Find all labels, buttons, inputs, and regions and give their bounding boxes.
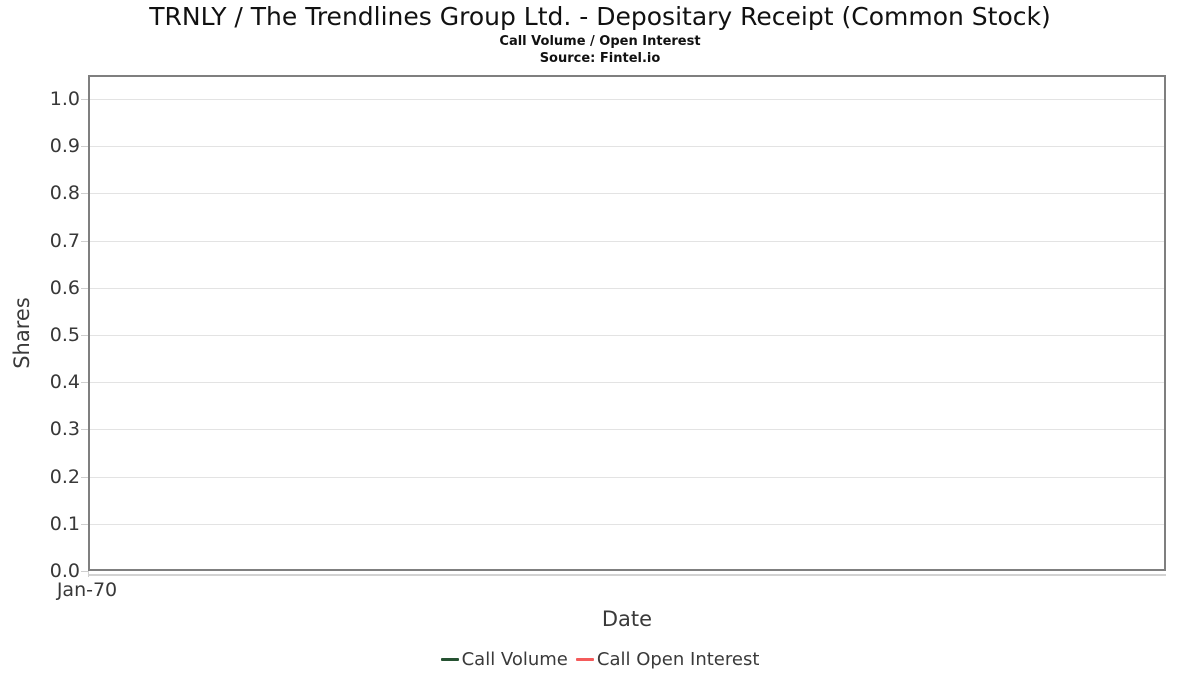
y-axis-tick-label: 0.4 [49,371,80,393]
y-axis-tick-label: 1.0 [49,88,80,110]
y-axis-tick-mark [81,429,88,430]
chart-subtitle: Call Volume / Open Interest [499,34,701,49]
y-axis-tick-label: 0.3 [49,418,80,440]
chart-source: Source: Fintel.io [539,51,661,66]
y-gridline [90,99,1164,100]
legend-marker-call-open-interest [575,657,594,661]
y-axis-tick-mark [81,524,88,525]
y-axis-tick-mark [81,335,88,336]
y-axis-tick-label: 0.1 [49,513,80,535]
x-axis-line [88,574,1166,576]
legend-item-call-volume[interactable]: Call Volume [440,648,568,670]
y-axis-tick-label: 0.2 [49,466,80,488]
y-gridline [90,524,1164,525]
x-axis-tick-mark [88,571,89,577]
y-gridline [90,429,1164,430]
y-gridline [90,335,1164,336]
x-axis-tick-label: Jan-70 [56,579,118,601]
legend-marker-call-volume [440,657,459,661]
y-gridline [90,241,1164,242]
y-axis-tick-mark [81,571,88,572]
y-axis-tick-mark [81,241,88,242]
y-axis-tick-mark [81,193,88,194]
y-axis-tick-label: 0.9 [49,135,80,157]
y-gridline [90,193,1164,194]
y-axis-tick-label: 0.0 [49,560,80,582]
y-axis-tick-label: 0.7 [49,230,80,252]
y-axis-tick-label: 0.8 [49,182,80,204]
legend-item-call-open-interest[interactable]: Call Open Interest [575,648,760,670]
y-axis-tick-label: 0.5 [49,324,80,346]
y-axis-tick-mark [81,146,88,147]
chart-title: TRNLY / The Trendlines Group Ltd. - Depo… [149,2,1051,31]
y-axis-tick-mark [81,382,88,383]
y-gridline [90,477,1164,478]
legend-label: Call Volume [461,648,568,670]
legend: Call Volume Call Open Interest [0,646,1200,672]
plot-area [88,75,1166,571]
y-axis-tick-mark [81,288,88,289]
y-axis-tick-label: 0.6 [49,277,80,299]
y-axis-tick-mark [81,477,88,478]
y-gridline [90,146,1164,147]
y-gridline [90,288,1164,289]
y-gridline [90,382,1164,383]
legend-label: Call Open Interest [596,648,760,670]
x-axis-title: Date [601,607,653,631]
y-axis-tick-mark [81,99,88,100]
